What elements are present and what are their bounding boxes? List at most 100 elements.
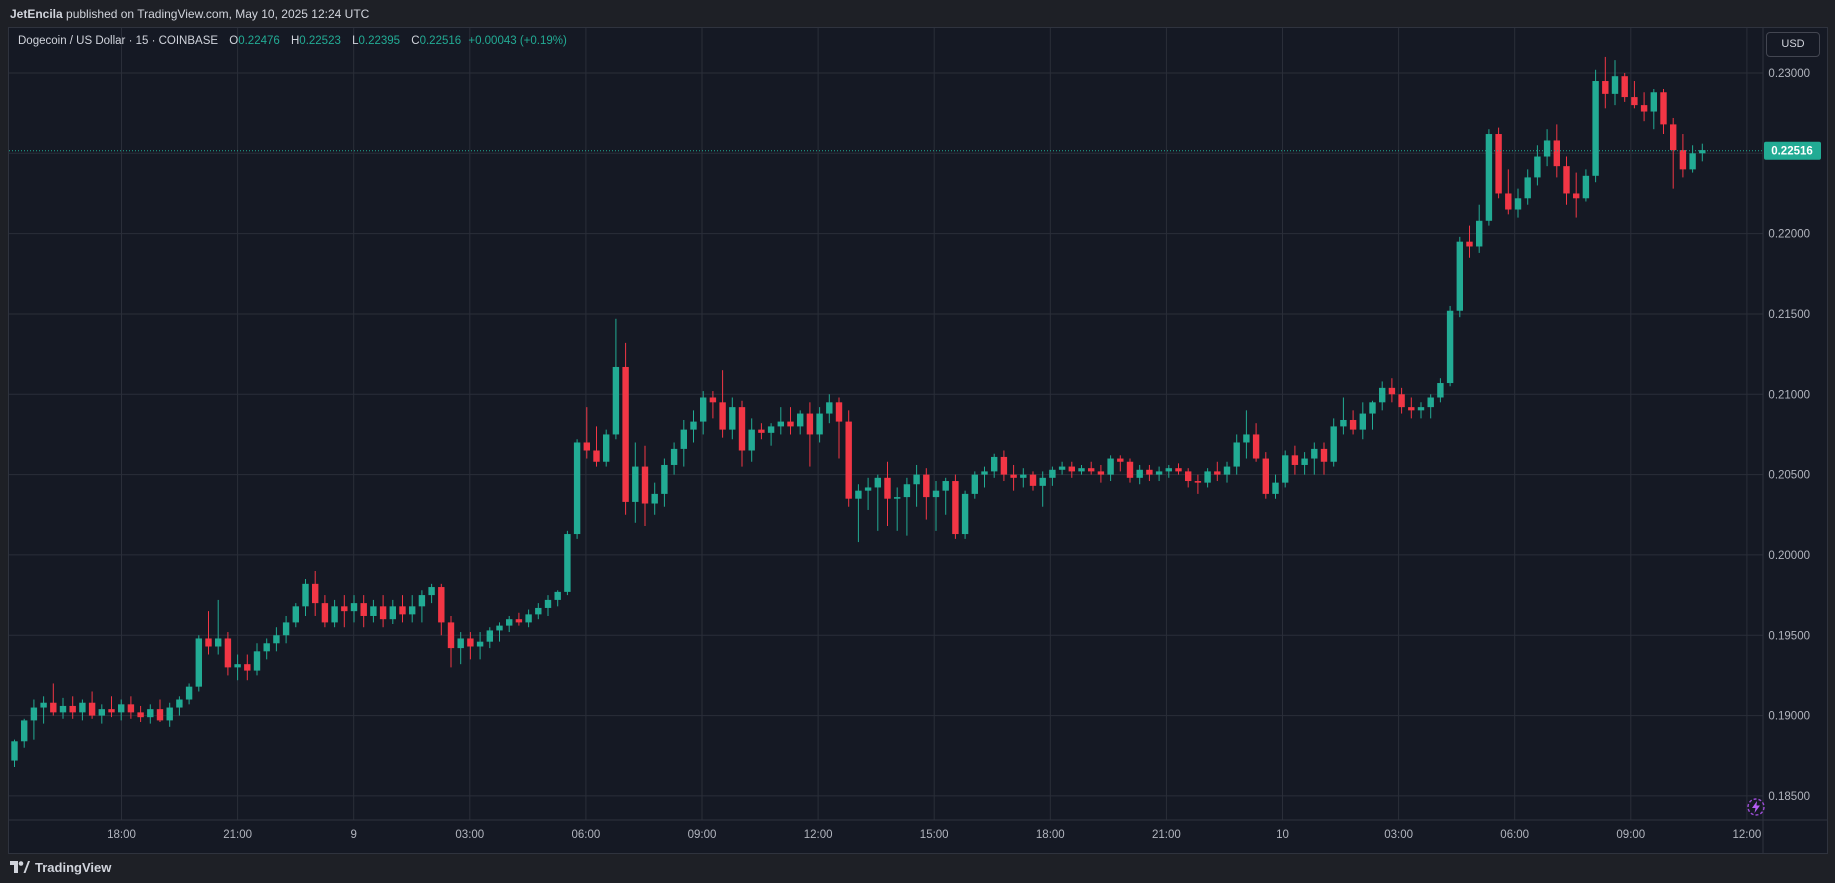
candle-down xyxy=(321,603,329,623)
candle-up xyxy=(1476,220,1483,247)
candle-up xyxy=(554,591,561,600)
candle-up xyxy=(632,466,639,502)
candle-up xyxy=(418,595,426,607)
candle-up xyxy=(263,643,270,652)
candle-up xyxy=(1699,150,1706,154)
candle-up xyxy=(1611,76,1619,94)
candle-up xyxy=(331,606,338,623)
candle-up xyxy=(457,638,464,649)
candle-down xyxy=(1291,455,1299,465)
candle-up xyxy=(486,630,493,642)
y-tick-label: 0.20500 xyxy=(1768,470,1810,482)
candle-down xyxy=(1146,469,1153,475)
candle-up xyxy=(1650,92,1657,112)
candle-up xyxy=(1437,383,1444,398)
y-tick-label: 0.20000 xyxy=(1768,550,1810,562)
candle-up xyxy=(79,702,86,713)
tradingview-logo-icon xyxy=(10,861,30,873)
candle-up xyxy=(1379,387,1386,403)
candle-down xyxy=(1563,166,1570,194)
x-tick-label: 09:00 xyxy=(688,829,717,841)
candle-up xyxy=(11,741,18,761)
candle-up xyxy=(1058,466,1066,470)
candle-down xyxy=(1117,458,1124,462)
open-value: 0.22476 xyxy=(238,35,280,47)
grid-lines xyxy=(9,28,1763,820)
candle-down xyxy=(884,477,891,499)
candle-down xyxy=(1631,97,1638,106)
top-bar: JetEncila published on TradingView.com, … xyxy=(0,0,1835,27)
candle-up xyxy=(971,474,978,494)
candle-down xyxy=(137,712,144,718)
x-tick-label: 12:00 xyxy=(1733,829,1762,841)
candle-up xyxy=(428,587,435,596)
candle-up xyxy=(932,490,940,498)
x-tick-label: 03:00 xyxy=(455,829,484,841)
tradingview-brand-label: TradingView xyxy=(35,859,112,875)
candle-up xyxy=(282,622,290,636)
candle-down xyxy=(1252,434,1260,459)
candle-down xyxy=(593,450,600,462)
candle-up xyxy=(1223,466,1231,475)
candle-down xyxy=(1262,458,1269,494)
candle-up xyxy=(234,664,241,668)
candle-down xyxy=(835,402,843,422)
chart-area[interactable] xyxy=(8,27,1828,854)
candle-up xyxy=(253,651,261,671)
candle-up xyxy=(1155,471,1163,475)
candle-down xyxy=(719,402,726,430)
candle-up xyxy=(864,487,872,491)
candle-up xyxy=(59,705,67,713)
candle-down xyxy=(1214,471,1221,475)
candle-up xyxy=(389,606,396,620)
candle-up xyxy=(166,707,173,721)
candle-down xyxy=(583,442,590,451)
candle-up xyxy=(826,402,833,414)
candle-up xyxy=(544,599,552,608)
candle-down xyxy=(1000,456,1008,475)
candle-up xyxy=(1165,468,1172,472)
candle-down xyxy=(156,709,164,721)
candle-down xyxy=(1010,474,1017,478)
x-tick-label: 9 xyxy=(350,829,356,841)
x-tick-label: 18:00 xyxy=(107,829,136,841)
symbol-title[interactable]: Dogecoin / US Dollar · 15 · COINBASE xyxy=(18,35,219,47)
candle-up xyxy=(855,490,862,499)
symbol-legend: Dogecoin / US Dollar · 15 · COINBASE O0.… xyxy=(18,35,567,47)
candle-down xyxy=(341,606,348,612)
candle-down xyxy=(1495,134,1502,194)
y-tick-label: 0.22000 xyxy=(1768,229,1810,241)
candle-up xyxy=(1446,310,1454,384)
tradingview-brand[interactable]: TradingView xyxy=(10,858,111,876)
candle-down xyxy=(1640,105,1648,112)
candle-down xyxy=(952,481,959,535)
candle-up xyxy=(1301,458,1308,465)
candle-up xyxy=(913,474,920,485)
x-tick-label: 21:00 xyxy=(223,829,252,841)
candle-up xyxy=(1534,156,1541,178)
candle-up xyxy=(748,429,755,451)
candle-up xyxy=(903,484,911,498)
x-tick-label: 06:00 xyxy=(572,829,601,841)
currency-button[interactable]: USD xyxy=(1766,32,1820,57)
last-price-badge xyxy=(1764,141,1821,160)
candle-up xyxy=(651,493,658,504)
candle-down xyxy=(1466,241,1473,247)
candle-up xyxy=(535,607,542,615)
lightning-icon[interactable] xyxy=(1746,797,1766,817)
candle-up xyxy=(1078,468,1085,472)
candle-up xyxy=(273,635,280,644)
candle-down xyxy=(1029,474,1037,486)
candle-up xyxy=(506,619,513,626)
candle-down xyxy=(1185,471,1192,482)
candle-down xyxy=(399,606,406,615)
candle-down xyxy=(467,638,474,647)
candle-down xyxy=(1660,92,1667,125)
x-tick-label: 15:00 xyxy=(920,829,949,841)
candle-up xyxy=(1514,198,1522,210)
candle-up xyxy=(302,583,309,607)
candle-up xyxy=(292,606,299,623)
publisher-name[interactable]: JetEncila xyxy=(10,7,63,21)
candle-up xyxy=(1039,477,1046,486)
